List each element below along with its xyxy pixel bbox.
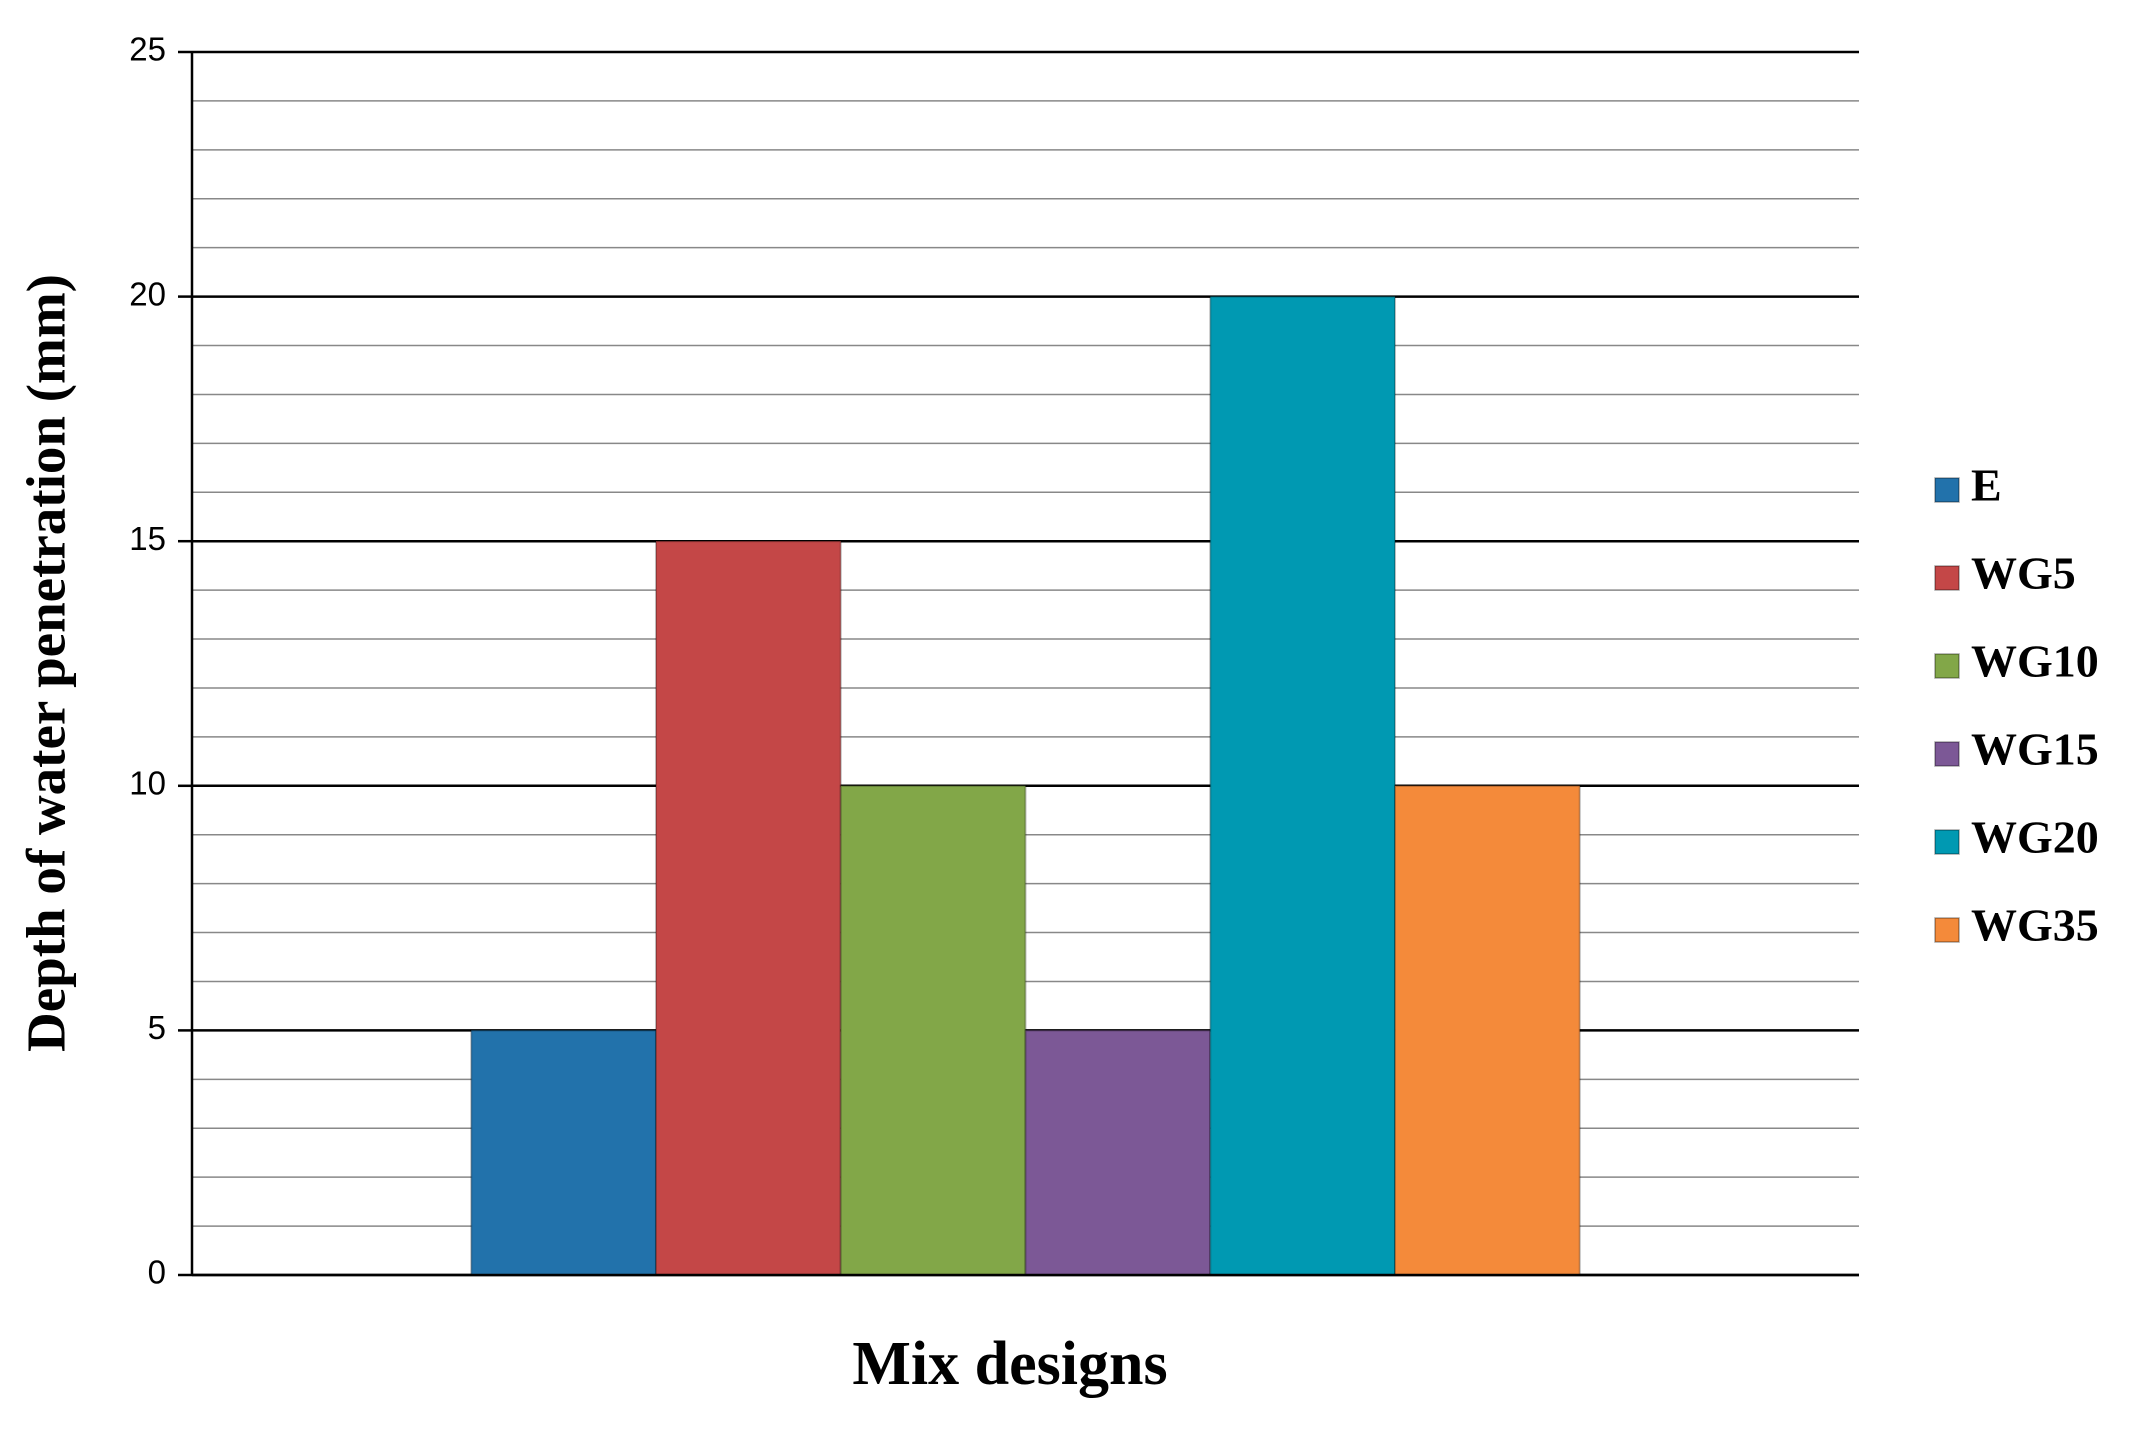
y-tick-label: 10 bbox=[129, 765, 166, 802]
legend-label: WG10 bbox=[1971, 636, 2099, 687]
bar bbox=[470, 1029, 657, 1277]
legend-label: E bbox=[1971, 460, 2002, 511]
bar bbox=[1024, 1029, 1212, 1277]
legend-swatch bbox=[1934, 653, 1960, 679]
legend-swatch bbox=[1934, 741, 1960, 767]
bar bbox=[654, 540, 842, 1276]
legend-label: WG35 bbox=[1971, 900, 2099, 951]
y-tick-label: 20 bbox=[129, 275, 166, 312]
bar bbox=[839, 784, 1027, 1276]
bar bbox=[1394, 784, 1581, 1276]
y-axis-title: Depth of water penetration (mm) bbox=[16, 274, 77, 1052]
y-tick-label: 25 bbox=[129, 31, 166, 68]
legend-swatch bbox=[1934, 477, 1960, 503]
legend-swatch bbox=[1934, 565, 1960, 591]
y-tick-label: 0 bbox=[148, 1254, 166, 1291]
legend-label: WG5 bbox=[1971, 548, 2076, 599]
x-axis-title: Mix designs bbox=[852, 1330, 1167, 1398]
y-tick-label: 5 bbox=[148, 1009, 166, 1046]
legend-label: WG20 bbox=[1971, 812, 2099, 863]
y-tick-label: 15 bbox=[129, 520, 166, 557]
legend-label: WG15 bbox=[1971, 724, 2099, 775]
legend-swatch bbox=[1934, 829, 1960, 855]
legend-swatch bbox=[1934, 917, 1960, 943]
bar bbox=[1209, 295, 1397, 1277]
